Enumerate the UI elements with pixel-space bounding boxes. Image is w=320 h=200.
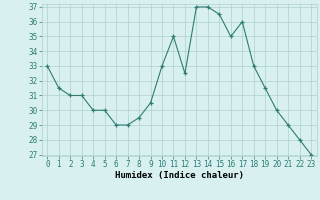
X-axis label: Humidex (Indice chaleur): Humidex (Indice chaleur): [115, 171, 244, 180]
